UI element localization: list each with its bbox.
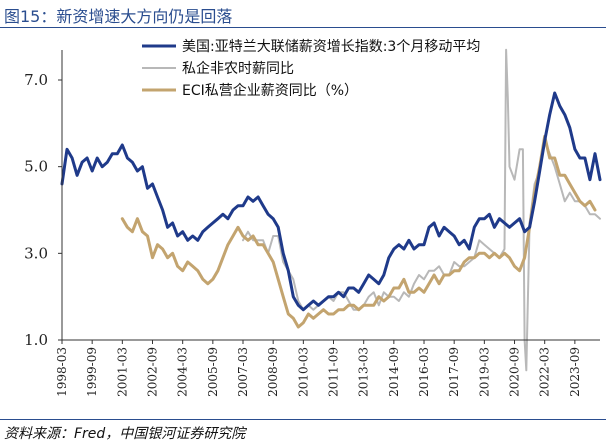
y-tick-label: 5.0	[24, 158, 48, 176]
legend-label-3: ECI私营企业薪资同比（%）	[182, 82, 358, 99]
axes: 1.0 3.0 5.0 7.0 1998-03 1999-09 2001-03 2002-09…	[24, 50, 600, 397]
x-tick-label: 2010-03	[296, 347, 310, 397]
y-tick-label: 7.0	[24, 71, 48, 89]
figure-title: 图15：新资增速大方向仍是回落	[4, 7, 233, 26]
legend-label-1: 美国:亚特兰大联储薪资增长指数:3个月移动平均	[182, 39, 480, 55]
plot-area	[60, 48, 602, 372]
x-tick-label: 2022-03	[538, 347, 552, 397]
x-tick-label: 2020-09	[508, 347, 522, 397]
x-tick-label: 2019-03	[477, 347, 491, 397]
x-tick-label: 2011-09	[327, 347, 341, 397]
footer-rule	[0, 419, 606, 420]
series-line-3	[120, 134, 597, 329]
x-tick-label: 2013-03	[357, 347, 371, 397]
x-tick-label: 2007-03	[236, 347, 250, 397]
x-tick-label: 2016-03	[417, 347, 431, 397]
x-tick-label: 2002-09	[146, 347, 160, 397]
source-note: 资料来源：Fred，中国银河证券研究院	[4, 426, 246, 442]
title-rule	[0, 27, 606, 28]
x-tick-label: 2017-09	[447, 347, 461, 397]
y-tick-label: 3.0	[24, 244, 48, 262]
x-tick-label: 2004-03	[176, 347, 190, 397]
y-tick-label: 1.0	[24, 331, 48, 349]
x-tick-label: 2005-09	[206, 347, 220, 397]
x-tick-label: 2023-09	[568, 347, 582, 397]
x-tick-label: 2014-09	[387, 347, 401, 397]
legend-label-2: 私企非农时薪同比	[182, 60, 294, 77]
series-line-1	[60, 91, 602, 312]
x-tick-label: 2008-09	[266, 347, 280, 397]
x-tick-label: 1999-09	[85, 347, 99, 397]
x-tick-label: 2001-03	[115, 347, 129, 397]
x-tick-label: 1998-03	[55, 347, 69, 397]
